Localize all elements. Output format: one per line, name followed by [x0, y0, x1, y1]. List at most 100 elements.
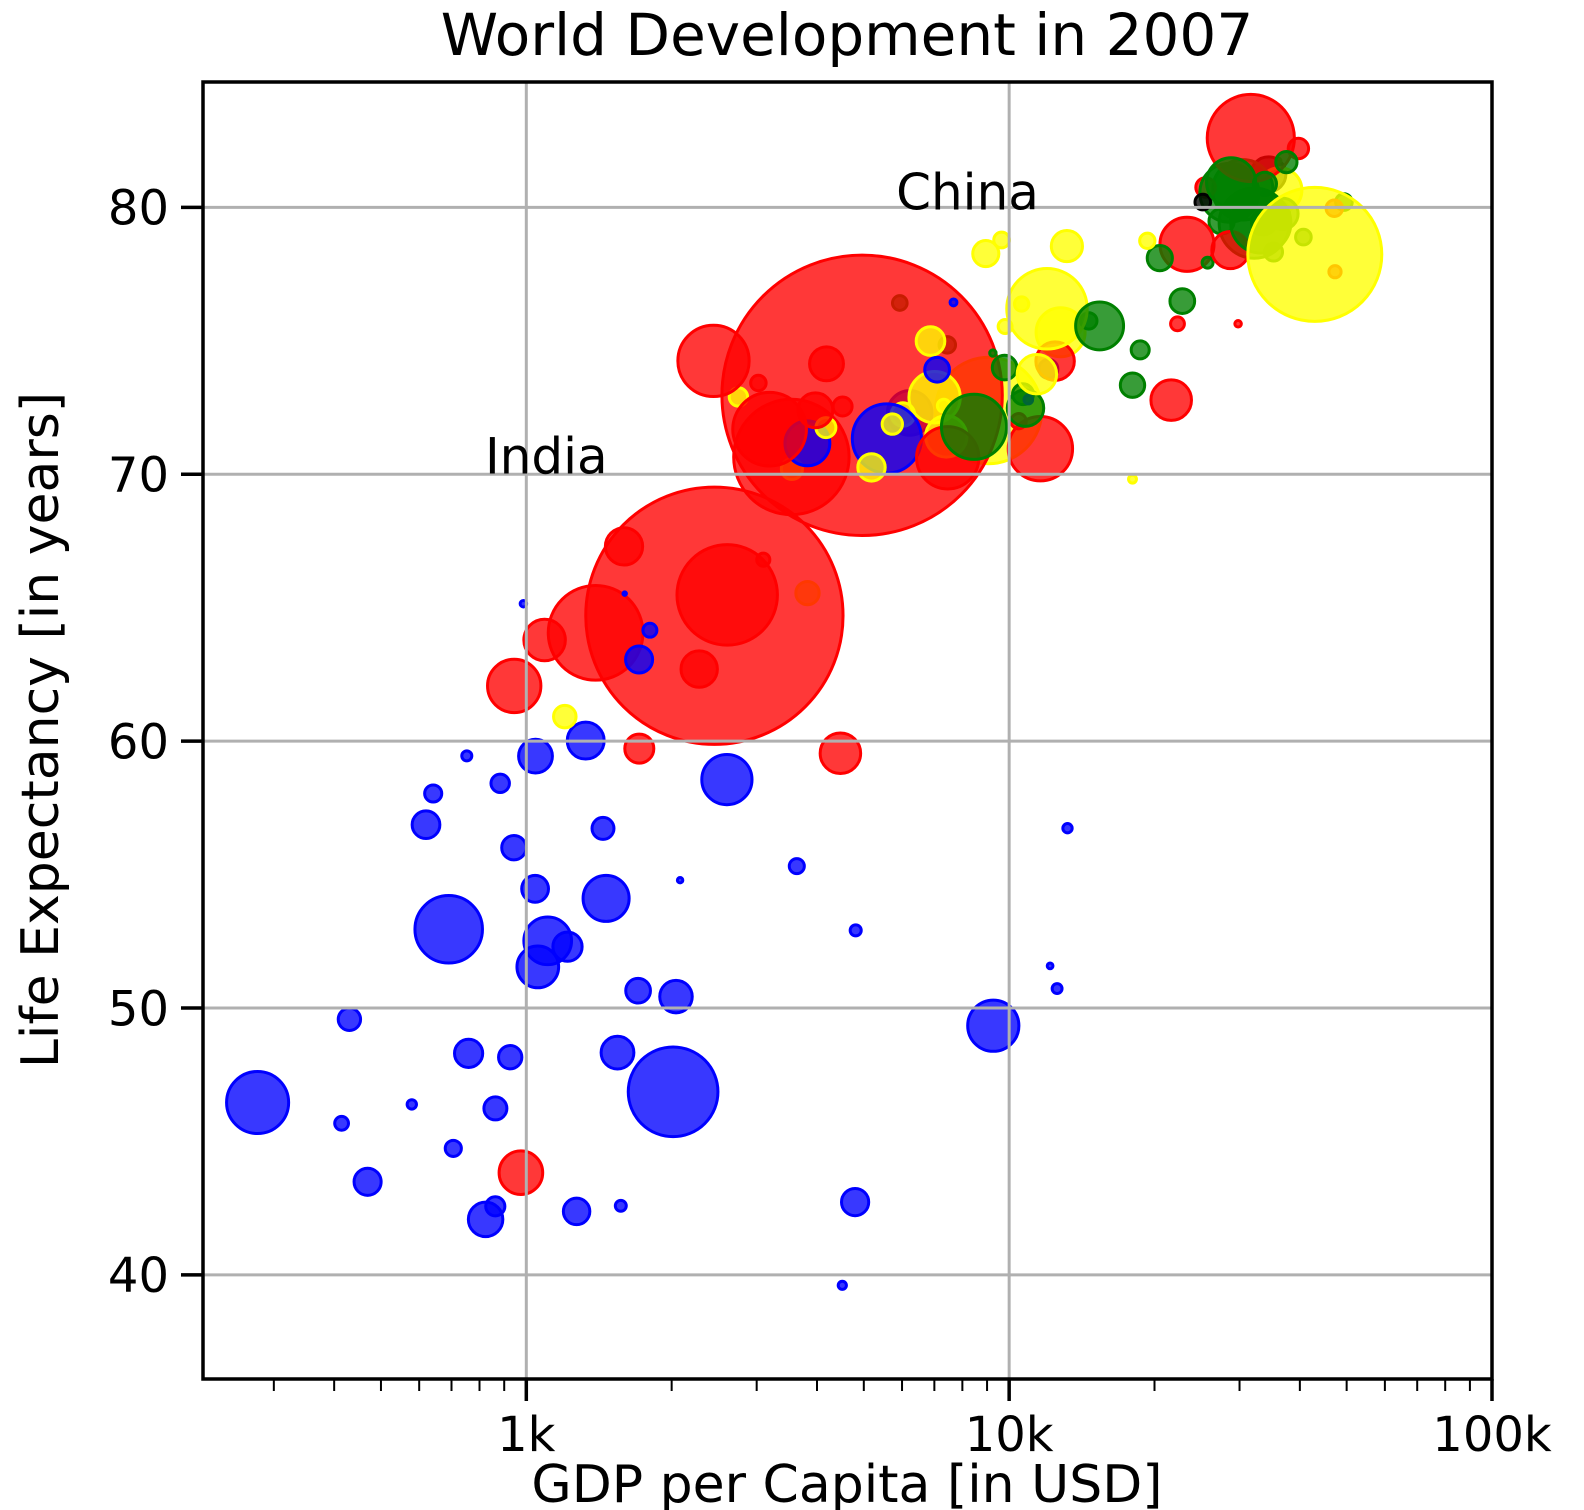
- bubble-cuba: [971, 239, 1001, 269]
- bubble-syria: [808, 345, 845, 383]
- bubble-congo-dem-rep: [225, 1069, 291, 1136]
- bubble-guinea: [500, 834, 528, 862]
- bubble-guinea-bissau: [405, 1098, 418, 1111]
- x-tick-label-100k: 100k: [1432, 1407, 1552, 1463]
- bubble-sierra-leone: [484, 1195, 507, 1218]
- bubble-niger: [410, 809, 442, 841]
- bubble-korea-dem-rep: [603, 526, 645, 567]
- bubble-lesotho: [613, 1198, 628, 1213]
- y-tick-label-40: 40: [108, 1248, 169, 1304]
- bubble-burundi: [336, 1006, 363, 1032]
- bubble-tunisia: [923, 355, 951, 384]
- bubble-sudan: [700, 753, 754, 807]
- bubble-cambodia: [623, 732, 656, 765]
- bubble-turkey: [939, 392, 1009, 461]
- bubble-switzerland: [1274, 149, 1299, 175]
- bubble-togo: [489, 772, 511, 795]
- bubble-zambia: [561, 1196, 592, 1227]
- bubble-senegal: [624, 644, 655, 675]
- bubble-equatorial-guinea: [1045, 961, 1055, 971]
- y-tick-label-50: 50: [108, 981, 169, 1037]
- bubble-sri-lanka: [796, 391, 835, 430]
- bubble-puerto-rico: [1138, 231, 1157, 250]
- bubble-rwanda: [482, 1095, 509, 1122]
- bubble-chad: [624, 976, 652, 1005]
- plot-border: [201, 80, 1494, 1381]
- bubble-uruguay: [1012, 295, 1031, 313]
- bubble-liberia: [333, 1114, 351, 1132]
- bubble-mali: [520, 873, 550, 904]
- bubble-south-africa: [966, 998, 1021, 1053]
- annotation-china: China: [896, 163, 1039, 221]
- bubble-gambia: [460, 749, 474, 763]
- bubble-czech-republic: [1168, 287, 1197, 315]
- bubble-philippines: [731, 390, 808, 468]
- x-tick-label-10k: 10k: [965, 1407, 1054, 1463]
- ticks-layer: [181, 205, 1494, 1401]
- annotations-layer: China India: [485, 163, 1039, 485]
- bubble-angola: [840, 1187, 871, 1218]
- bubble-nigeria: [626, 1045, 720, 1139]
- bubble-cameroon: [658, 978, 694, 1015]
- bubble-bahrain: [1233, 319, 1243, 329]
- bubble-malawi: [453, 1037, 485, 1069]
- bubble-congo-rep: [787, 857, 806, 876]
- bubble-saudi-arabia: [1149, 378, 1193, 422]
- bubble-haiti: [552, 703, 578, 730]
- bubble-ecuador: [914, 325, 947, 357]
- bubble-myanmar: [486, 657, 543, 715]
- bubble-el-salvador: [880, 412, 904, 436]
- bubble-reunion: [948, 297, 959, 308]
- x-tick-label-1k: 1k: [497, 1407, 556, 1463]
- grid-layer: [203, 82, 1492, 1379]
- y-tick-label-80: 80: [108, 181, 169, 237]
- bubble-namibia: [848, 923, 863, 938]
- bubble-montenegro: [988, 348, 998, 358]
- bubbles-layer: [225, 92, 1384, 1291]
- y-axis-label: Life Expectancy [in years]: [11, 392, 71, 1068]
- bubble-sao-tome-and-principe: [621, 590, 628, 597]
- bubble-djibouti: [675, 875, 685, 885]
- bubble-oman: [1169, 315, 1186, 333]
- bubble-jordan: [831, 395, 854, 418]
- y-tick-label-70: 70: [108, 448, 169, 504]
- bubble-poland: [1074, 300, 1126, 352]
- bubble-vietnam: [676, 323, 751, 399]
- bubble-venezuela: [1015, 352, 1059, 396]
- bubble-slovak-republic: [1129, 339, 1151, 361]
- annotation-india: India: [485, 428, 608, 486]
- bubble-mauritania: [641, 621, 659, 639]
- bubble-uganda: [515, 944, 561, 990]
- bubble-united-states: [1246, 185, 1384, 323]
- bubble-cote-d-ivoire: [599, 1034, 636, 1071]
- bubble-pakistan: [675, 543, 779, 647]
- bubble-guatemala: [856, 452, 887, 483]
- bubble-central-african-republic: [443, 1138, 463, 1158]
- bubble-ethiopia: [413, 894, 484, 965]
- bubble-portugal: [1145, 244, 1174, 273]
- bubble-hungary: [1118, 371, 1147, 399]
- bubble-slovenia: [1200, 255, 1215, 270]
- bubble-west-bank-and-gaza: [749, 373, 768, 393]
- bubble-chile: [1049, 229, 1084, 264]
- bubble-swaziland: [836, 1279, 848, 1291]
- bubble-zimbabwe: [352, 1166, 383, 1197]
- bubble-eritrea: [423, 783, 444, 804]
- bubble-somalia: [497, 1044, 524, 1071]
- bubble-iraq: [818, 731, 863, 775]
- bubble-madagascar: [517, 737, 554, 775]
- chart-title: World Development in 2007: [441, 1, 1253, 69]
- bubble-yemen-rep: [679, 649, 719, 689]
- bubble-trinidad-and-tobago: [1127, 473, 1138, 485]
- bubble-kenya: [581, 873, 631, 923]
- bubble-botswana: [1050, 982, 1064, 996]
- bubble-serbia: [990, 353, 1019, 382]
- bubble-benin: [590, 815, 616, 841]
- bubble-gabon: [1061, 822, 1074, 835]
- y-tick-label-60: 60: [108, 714, 169, 770]
- tick-labels-layer: 1k 10k 100k 40 50 60 70 80: [108, 181, 1552, 1463]
- bubble-nepal: [522, 617, 567, 663]
- bubble-afghanistan: [497, 1149, 545, 1196]
